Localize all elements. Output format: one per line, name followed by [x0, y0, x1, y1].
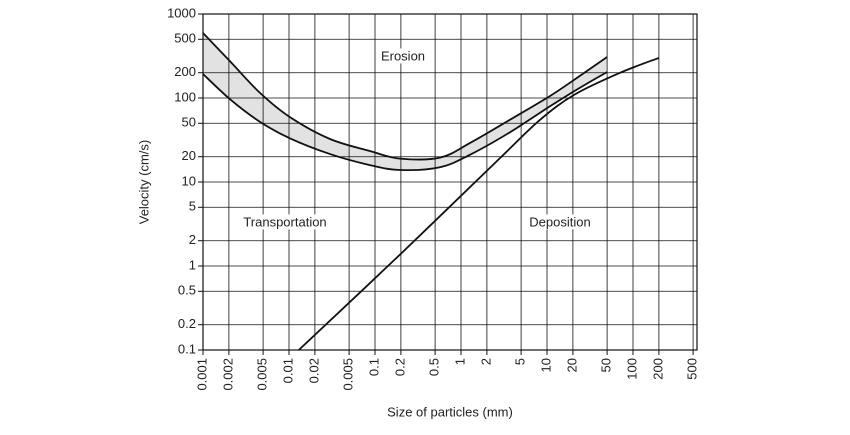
plot-frame: [202, 13, 698, 351]
x-tick-label: 200: [650, 358, 665, 380]
y-tick-label: 5: [189, 199, 196, 214]
x-tick-label: 0.002: [220, 358, 235, 391]
annotation-bg: [241, 214, 329, 230]
x-tick-label: 1: [452, 358, 467, 365]
line: [202, 32, 608, 161]
x-axis-label: Size of particles (mm): [387, 404, 513, 419]
x-tick-label: 0.01: [280, 358, 295, 383]
x-tick-label: 2: [478, 358, 493, 365]
annotation-bg: [527, 214, 593, 230]
y-tick-label: 0.1: [178, 341, 196, 356]
annotation: Erosion: [381, 48, 425, 63]
x-tick-label: 0.5: [427, 358, 442, 376]
x-tick-label: 0.1: [366, 358, 381, 376]
x-tick-label: 0.2: [392, 358, 407, 376]
x-tick-label: 500: [685, 358, 700, 380]
y-tick-label: 0.2: [178, 316, 196, 331]
y-tick-label: 1: [189, 257, 196, 272]
x-tick-label: 5: [513, 358, 528, 365]
x-tick-label: 20: [564, 358, 579, 372]
line: [298, 57, 660, 351]
y-tick-label: 10: [182, 173, 196, 188]
y-axis-label: Velocity (cm/s): [136, 140, 151, 225]
annotation: Deposition: [529, 214, 590, 229]
x-tick-label: 50: [599, 358, 614, 372]
annotation: Transportation: [243, 214, 326, 229]
y-tick-label: 500: [174, 31, 196, 46]
x-tick-label: 0.005: [255, 358, 270, 391]
x-tick-label: 10: [538, 358, 553, 372]
line: [202, 71, 608, 171]
x-tick-label: 0.001: [194, 358, 209, 391]
y-tick-label: 200: [174, 64, 196, 79]
y-tick-label: 20: [182, 148, 196, 163]
y-tick-label: 100: [174, 89, 196, 104]
erosion-band: [203, 33, 608, 170]
x-tick-label: 0.005: [341, 358, 356, 391]
x-tick-label: 0.02: [306, 358, 321, 383]
x-tick-label: 100: [624, 358, 639, 380]
y-tick-label: 0.5: [178, 283, 196, 298]
y-tick-label: 2: [189, 232, 196, 247]
y-tick-label: 1000: [167, 5, 196, 20]
y-tick-label: 50: [182, 115, 196, 130]
annotation-bg: [378, 48, 428, 64]
